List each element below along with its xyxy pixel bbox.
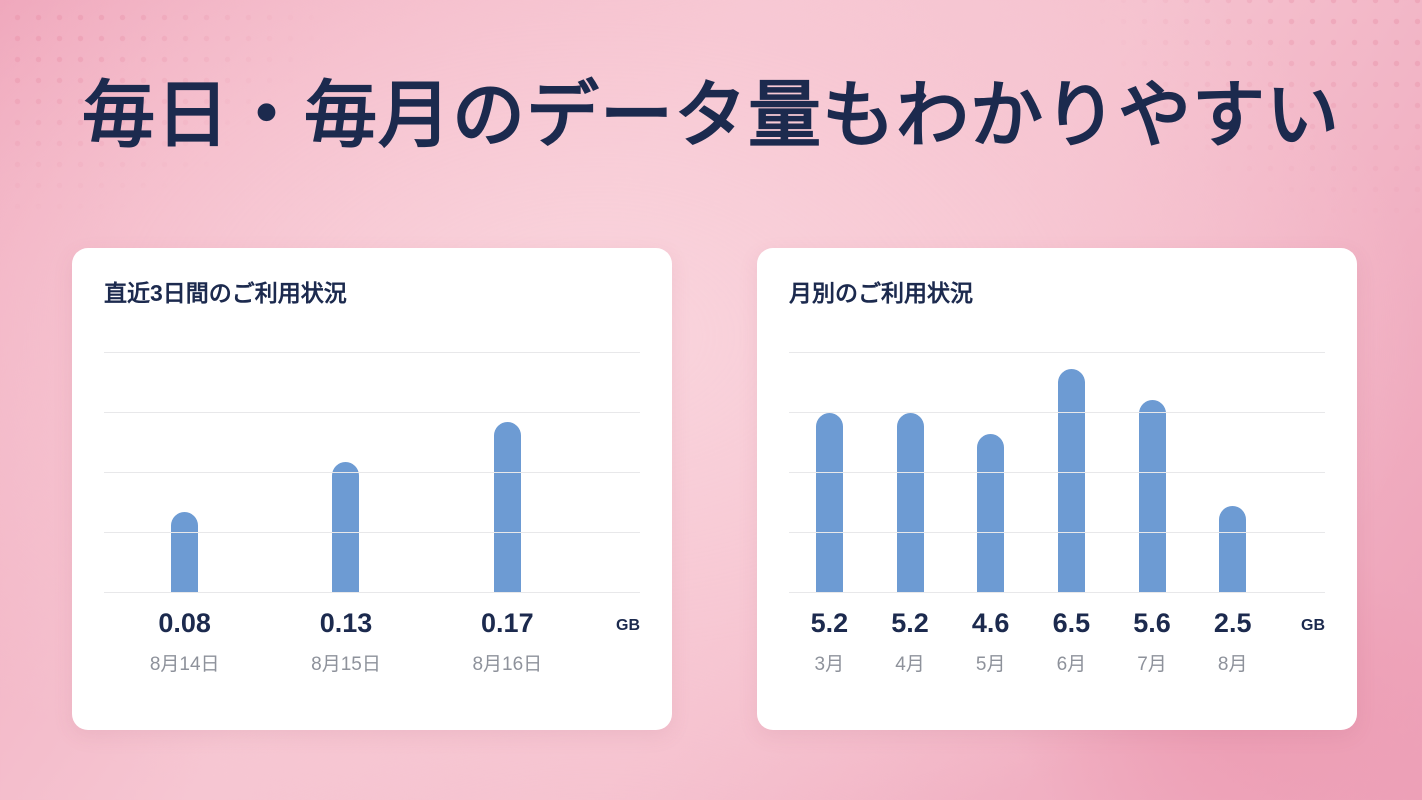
bar xyxy=(171,511,199,592)
gridline xyxy=(789,471,1325,473)
recent-usage-card: 直近3日間のご利用状況 0.08 0.13 0.17 GB 8月14日 8月15日 8月1… xyxy=(72,248,672,730)
bar xyxy=(332,461,360,592)
bar-value: 2.5 xyxy=(1213,607,1252,638)
bar-value: 5.6 xyxy=(1133,607,1171,638)
bar-column xyxy=(427,352,588,592)
bar-value: 5.2 xyxy=(891,607,929,638)
bar xyxy=(493,421,521,592)
bar-value: 6.5 xyxy=(1052,607,1091,638)
gridline xyxy=(104,411,640,413)
gridline xyxy=(104,531,640,533)
recent-usage-chart: 0.08 0.13 0.17 GB 8月14日 8月15日 8月16日 xyxy=(104,351,640,676)
chart-bars xyxy=(789,352,1325,592)
bar-value: 0.08 xyxy=(158,607,211,638)
bar-category: 6月 xyxy=(1056,653,1087,675)
bar xyxy=(1138,399,1166,592)
chart-values-row: 5.2 5.2 4.6 6.5 5.6 2.5 GB xyxy=(789,608,1325,639)
bar xyxy=(1057,368,1085,592)
gridline xyxy=(104,591,640,593)
gridline xyxy=(104,471,640,473)
gridline xyxy=(789,351,1325,353)
gridline xyxy=(789,411,1325,413)
bar-category: 5月 xyxy=(975,653,1006,675)
bar-category: 7月 xyxy=(1137,653,1167,675)
bar-column xyxy=(1192,352,1273,592)
bar-column xyxy=(789,352,870,592)
unit-label: GB xyxy=(616,616,640,634)
monthly-usage-chart: 5.2 5.2 4.6 6.5 5.6 2.5 GB 3月 4月 5月 6月 7月 8月 xyxy=(789,351,1325,676)
bar-column xyxy=(950,352,1031,592)
bar xyxy=(977,433,1005,592)
bar xyxy=(896,413,924,592)
bar-column xyxy=(1031,352,1112,592)
bar-value: 4.6 xyxy=(971,607,1010,638)
bar-column xyxy=(104,352,265,592)
bar-category: 8月 xyxy=(1217,653,1248,675)
bar-value: 5.2 xyxy=(810,607,849,638)
bar-column xyxy=(265,352,426,592)
gridline xyxy=(789,531,1325,533)
bar xyxy=(815,413,843,592)
recent-usage-card-title: 直近3日間のご利用状況 xyxy=(104,280,347,306)
bar-category: 3月 xyxy=(814,653,845,675)
gridline xyxy=(104,351,640,353)
chart-bars xyxy=(104,352,640,592)
bar-category: 8月15日 xyxy=(311,653,381,675)
bar-category: 4月 xyxy=(895,653,925,675)
bar-category: 8月16日 xyxy=(472,653,543,675)
unit-label: GB xyxy=(1301,616,1325,634)
bar-column xyxy=(870,352,951,592)
usage-cards: 直近3日間のご利用状況 0.08 0.13 0.17 GB 8月14日 8月15日 8月1… xyxy=(72,248,1357,730)
monthly-usage-card-title: 月別のご利用状況 xyxy=(789,280,973,306)
chart-values-row: 0.08 0.13 0.17 GB xyxy=(104,608,640,639)
bar xyxy=(1219,505,1247,592)
gridline xyxy=(789,591,1325,593)
page-title: 毎日・毎月のデータ量もわかりやすい xyxy=(82,75,1340,156)
chart-plot xyxy=(789,351,1325,593)
bar-column xyxy=(1112,352,1193,592)
chart-labels-row: 8月14日 8月15日 8月16日 xyxy=(104,649,640,676)
chart-labels-row: 3月 4月 5月 6月 7月 8月 xyxy=(789,649,1325,676)
chart-plot xyxy=(104,351,640,593)
monthly-usage-card: 月別のご利用状況 5.2 5.2 4.6 6.5 5.6 2.5 GB 3月 4月 5月 6月 7月… xyxy=(757,248,1357,730)
bar-value: 0.13 xyxy=(319,607,373,638)
bar-category: 8月14日 xyxy=(149,653,220,675)
bar-value: 0.17 xyxy=(481,607,534,638)
